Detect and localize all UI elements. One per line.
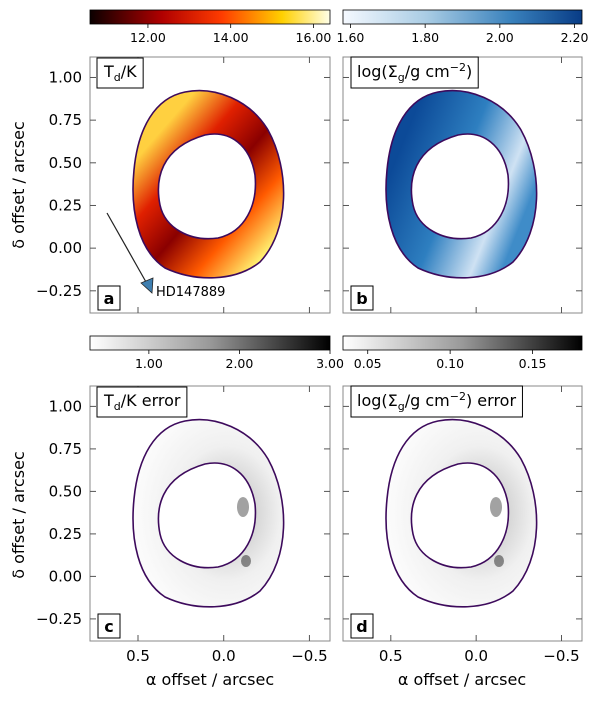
panel-letter: b bbox=[350, 285, 374, 311]
star-direction-arrow: HD147889 bbox=[106, 212, 225, 300]
panel-b: log(Σg/g cm−2) b bbox=[342, 56, 583, 314]
panel-letter-text: d bbox=[356, 617, 367, 636]
colorbar-tick-label: 14.00 bbox=[213, 30, 249, 45]
panels: 1.00 0.75 0.50 0.25 0.00 −0.25 Td/K a HD147889 lo… bbox=[36, 56, 583, 665]
colorbar-tick-label: 2.00 bbox=[226, 356, 254, 371]
colorbar-tick-label: 1.00 bbox=[135, 356, 163, 371]
quantity-label-box bbox=[350, 385, 523, 418]
error-hotspot bbox=[241, 555, 251, 567]
colorbar-tick-label: 3.00 bbox=[316, 356, 344, 371]
colorbar-tick-label: 0.15 bbox=[519, 356, 547, 371]
y-tick-label: −0.25 bbox=[36, 282, 82, 300]
colorbar-tick-label: 16.00 bbox=[296, 30, 332, 45]
panel-c: 1.00 0.75 0.50 0.25 0.00 −0.25 0.5 0.0 −0.5 Td/K … bbox=[36, 385, 331, 665]
colorbar-a: 12.00 14.00 16.00 bbox=[89, 9, 332, 45]
panel-letter: c bbox=[97, 613, 121, 639]
error-hotspot bbox=[494, 555, 504, 567]
y-tick-label: 0.25 bbox=[49, 196, 82, 214]
quantity-label-text: log(Σg/g cm−2) bbox=[357, 61, 472, 84]
colorbar-tick-label: 1.60 bbox=[337, 30, 365, 45]
x-tick-label: 0.0 bbox=[212, 647, 236, 665]
arrow-head bbox=[140, 277, 154, 294]
panel-letter: d bbox=[350, 613, 374, 639]
panel-d: 0.5 0.0 −0.5 log(Σg/g cm−2) error d bbox=[342, 385, 583, 665]
panel-letter-box bbox=[97, 285, 121, 311]
map-ring bbox=[385, 418, 538, 608]
ylabel-bottom: δ offset / arcsec bbox=[9, 451, 28, 579]
arrow-annotation: HD147889 bbox=[156, 285, 225, 300]
arrow-shaft bbox=[106, 212, 147, 283]
y-tick-label: 0.25 bbox=[49, 525, 82, 543]
panel-letter-box bbox=[350, 285, 374, 311]
quantity-label: log(Σg/g cm−2) error bbox=[350, 385, 523, 418]
ylabel-top: δ offset / arcsec bbox=[9, 121, 28, 249]
colorbar-tick-label: 0.05 bbox=[354, 356, 382, 371]
panel-letter-text: c bbox=[104, 617, 113, 636]
colorbar-d: 0.05 0.10 0.15 bbox=[342, 335, 583, 371]
error-hotspot bbox=[237, 497, 249, 517]
panel-letter-box bbox=[350, 613, 374, 639]
panel-a: 1.00 0.75 0.50 0.25 0.00 −0.25 Td/K a HD147889 bbox=[36, 56, 331, 314]
quantity-label-text: log(Σg/g cm−2) error bbox=[357, 390, 516, 413]
colorbar-gradient bbox=[342, 9, 583, 25]
colorbar-gradient bbox=[89, 335, 331, 351]
colorbar-gradient bbox=[342, 335, 583, 351]
x-tick-label: −0.5 bbox=[291, 647, 327, 665]
xlabel-left: α offset / arcsec bbox=[146, 670, 274, 689]
x-tick-label: 0.5 bbox=[126, 647, 150, 665]
y-tick-label: 1.00 bbox=[49, 68, 82, 86]
panel-letter-text: b bbox=[356, 289, 367, 308]
colorbar-tick-label: 0.10 bbox=[436, 356, 464, 371]
xlabel-right: α offset / arcsec bbox=[398, 670, 526, 689]
colorbars: 12.00 14.00 16.00 1.60 1.80 2.00 2.20 1.00 2.00 3… bbox=[89, 9, 589, 371]
y-tick-label: 0.00 bbox=[49, 239, 82, 257]
quantity-label-box bbox=[96, 57, 144, 89]
y-tick-label: 0.50 bbox=[49, 482, 82, 500]
colorbar-gradient bbox=[89, 9, 331, 25]
y-tick-label: −0.25 bbox=[36, 610, 82, 628]
y-tick-label: 0.75 bbox=[49, 440, 82, 458]
colorbar-tick-label: 1.80 bbox=[411, 30, 439, 45]
error-hotspot bbox=[490, 497, 502, 517]
axis-labels: δ offset / arcsec δ offset / arcsec α of… bbox=[9, 121, 526, 689]
quantity-label: Td/K bbox=[96, 57, 144, 89]
quantity-label-box bbox=[350, 56, 479, 89]
panel-letter: a bbox=[97, 285, 121, 311]
y-tick-label: 1.00 bbox=[49, 397, 82, 415]
map-ring bbox=[132, 418, 285, 608]
colorbar-tick-label: 2.00 bbox=[486, 30, 514, 45]
quantity-label: log(Σg/g cm−2) bbox=[350, 56, 479, 89]
colorbar-tick-label: 12.00 bbox=[130, 30, 166, 45]
panel-letter-text: a bbox=[104, 289, 115, 308]
y-tick-label: 0.75 bbox=[49, 111, 82, 129]
colorbar-tick-label: 2.20 bbox=[561, 30, 589, 45]
x-tick-label: 0.0 bbox=[464, 647, 488, 665]
x-tick-label: 0.5 bbox=[379, 647, 403, 665]
quantity-label-text: Td/K error bbox=[103, 391, 181, 413]
quantity-label-box bbox=[96, 386, 188, 418]
y-tick-label: 0.50 bbox=[49, 154, 82, 172]
x-tick-label: −0.5 bbox=[543, 647, 579, 665]
quantity-label-text: Td/K bbox=[103, 62, 137, 84]
quantity-label: Td/K error bbox=[96, 386, 188, 418]
y-tick-label: 0.00 bbox=[49, 567, 82, 585]
panel-letter-box bbox=[97, 613, 121, 639]
colorbar-b: 1.60 1.80 2.00 2.20 bbox=[337, 9, 589, 45]
colorbar-c: 1.00 2.00 3.00 bbox=[89, 335, 344, 371]
